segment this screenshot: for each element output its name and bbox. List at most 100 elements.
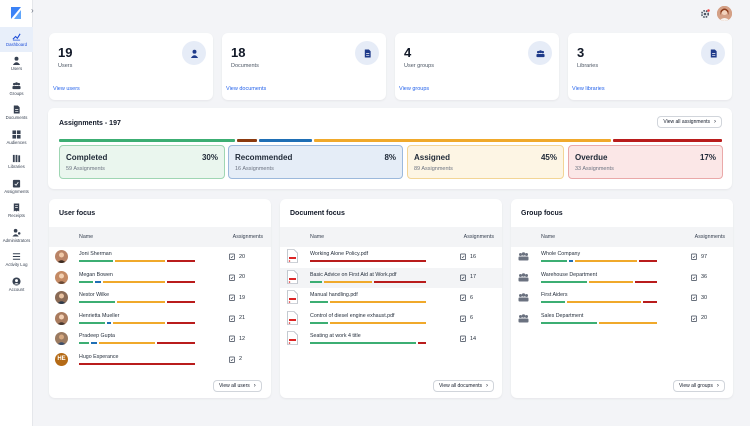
chevron-right-icon: ›	[716, 383, 719, 389]
sidebar-item-assignments[interactable]: Assignments	[0, 174, 33, 199]
sidebar-item-label: Documents	[5, 115, 28, 121]
assignment-count: 16	[460, 253, 476, 260]
clipboard-icon	[691, 274, 697, 281]
column-header-name: Name	[310, 234, 325, 240]
table-row[interactable]: Nestor Wilke 19	[49, 288, 271, 309]
table-row[interactable]: Sales Department 20	[511, 309, 733, 330]
assignment-count: 6	[460, 294, 473, 301]
column-header-assignments: Assignments	[463, 234, 494, 240]
assignment-bars	[79, 260, 195, 262]
sidebar-item-administrators[interactable]: Administrators	[0, 223, 33, 248]
group-name: First Aiders	[541, 292, 568, 298]
stat-card-libraries: 3 Libraries View libraries	[568, 33, 732, 100]
user-name: Pradeep Gupta	[79, 333, 115, 339]
chevron-right-icon: ›	[486, 383, 488, 389]
assignment-bars	[310, 342, 426, 344]
column-header-name: Name	[541, 234, 556, 240]
table-row[interactable]: Megan Bowen 20	[49, 268, 271, 289]
sidebar-item-activity-log[interactable]: Activity Log	[0, 248, 33, 273]
assignment-bars	[541, 321, 657, 324]
avatar	[55, 332, 68, 345]
sidebar-item-audiences[interactable]: Audiences	[0, 125, 33, 150]
table-row[interactable]: Joni Sherman 20	[49, 247, 271, 268]
panel-title: Group focus	[521, 210, 563, 217]
user-focus-panel: User focus Name Assignments Joni Sherman…	[49, 199, 271, 398]
completed-box[interactable]: Completed 30% 59 Assignments	[59, 145, 225, 179]
group-name: Whole Company	[541, 251, 581, 257]
stat-label: Users	[58, 63, 73, 69]
view-groups-link[interactable]: View groups	[399, 86, 430, 92]
document-name: Basic Advice on First Aid at Work.pdf	[310, 271, 397, 278]
app-logo[interactable]	[8, 5, 24, 21]
sidebar-item-label: Receipts	[8, 213, 25, 219]
table-row[interactable]: Pradeep Gupta 12	[49, 329, 271, 350]
user-name: Hugo Esperance	[79, 353, 119, 360]
assignment-count: 12	[229, 335, 245, 342]
table-row[interactable]: Basic Advice on First Aid at Work.pdf 17	[280, 267, 502, 288]
sidebar-item-label: Assignments	[4, 188, 29, 194]
sidebar-item-libraries[interactable]: Libraries	[0, 150, 33, 175]
view-users-link[interactable]: View users	[53, 86, 80, 92]
avatar-initials: HE	[55, 352, 68, 366]
table-row[interactable]: Working Alone Policy.pdf 16	[280, 247, 502, 268]
user-name: Henrietta Mueller	[79, 312, 120, 319]
table-row[interactable]: Henrietta Mueller 21	[49, 309, 271, 330]
view-documents-link[interactable]: View documents	[226, 86, 267, 92]
box-label: Overdue	[575, 153, 608, 162]
box-percent: 45%	[540, 153, 557, 162]
document-icon	[364, 48, 371, 58]
settings-icon[interactable]	[699, 8, 711, 20]
table-row[interactable]: HE Hugo Esperance 2	[49, 350, 271, 371]
overdue-box[interactable]: Overdue 17% 33 Assignments	[568, 145, 723, 179]
stat-card-users: 19 Users View users	[49, 33, 213, 100]
assignments-title: Assignments - 197	[59, 120, 121, 127]
clipboard-icon	[229, 294, 235, 301]
view-all-documents-button[interactable]: View all documents ›	[433, 380, 494, 392]
sidebar-item-documents[interactable]: Documents	[0, 101, 33, 126]
user-name: Joni Sherman	[79, 251, 112, 257]
table-row[interactable]: Control of diesel engine exhaust.pdf 6	[280, 309, 502, 330]
activity-log-icon	[12, 253, 21, 260]
view-all-groups-button[interactable]: View all groups ›	[673, 380, 725, 392]
sidebar-item-account[interactable]: Account	[0, 272, 33, 297]
document-icon	[13, 105, 20, 114]
clipboard-icon	[691, 253, 697, 260]
administrators-icon	[12, 228, 21, 237]
view-all-assignments-button[interactable]: View all assignments ›	[657, 116, 722, 128]
stat-label: User groups	[404, 63, 434, 69]
assignments-summary: Assignments - 197 View all assignments › …	[48, 108, 732, 189]
sidebar-item-users[interactable]: Users	[0, 52, 33, 77]
table-row[interactable]: Warehouse Department 36	[511, 268, 733, 289]
column-header-assignments: Assignments	[694, 234, 725, 240]
user-avatar[interactable]	[717, 6, 732, 21]
assignment-count: 20	[229, 274, 245, 281]
table-row[interactable]: Manual handling.pdf 6	[280, 288, 502, 309]
user-icon	[190, 49, 198, 58]
assignment-bars	[310, 301, 426, 303]
clipboard-icon	[460, 315, 466, 322]
sidebar-item-label: Activity Log	[5, 262, 28, 268]
sidebar-item-receipts[interactable]: Receipts	[0, 199, 33, 224]
stat-icon-badge	[182, 41, 206, 65]
assignment-count: 14	[460, 335, 476, 342]
box-label: Recommended	[235, 153, 293, 162]
pdf-file-icon	[287, 331, 298, 345]
group-icon	[518, 272, 529, 281]
table-row[interactable]: First Aiders 30	[511, 288, 733, 309]
box-sub: 16 Assignments	[235, 166, 274, 172]
sidebar-item-groups[interactable]: Groups	[0, 76, 33, 101]
sidebar-item-dashboard[interactable]: Dashboard	[0, 27, 33, 52]
recommended-box[interactable]: Recommended 8% 16 Assignments	[228, 145, 403, 179]
stat-label: Libraries	[577, 63, 599, 69]
view-libraries-link[interactable]: View libraries	[572, 86, 605, 92]
groups-icon	[535, 49, 545, 57]
view-all-users-button[interactable]: View all users ›	[213, 380, 262, 392]
collapse-sidebar-icon[interactable]: ›	[31, 6, 34, 15]
table-row[interactable]: Seating at work 4 title 14	[280, 329, 502, 350]
table-row[interactable]: Whole Company 97	[511, 247, 733, 268]
receipts-icon	[13, 203, 20, 212]
assigned-box[interactable]: Assigned 45% 89 Assignments	[407, 145, 564, 179]
stat-card-documents: 18 Documents View documents	[222, 33, 386, 100]
group-icon	[518, 293, 529, 302]
stat-value: 19	[58, 45, 73, 60]
